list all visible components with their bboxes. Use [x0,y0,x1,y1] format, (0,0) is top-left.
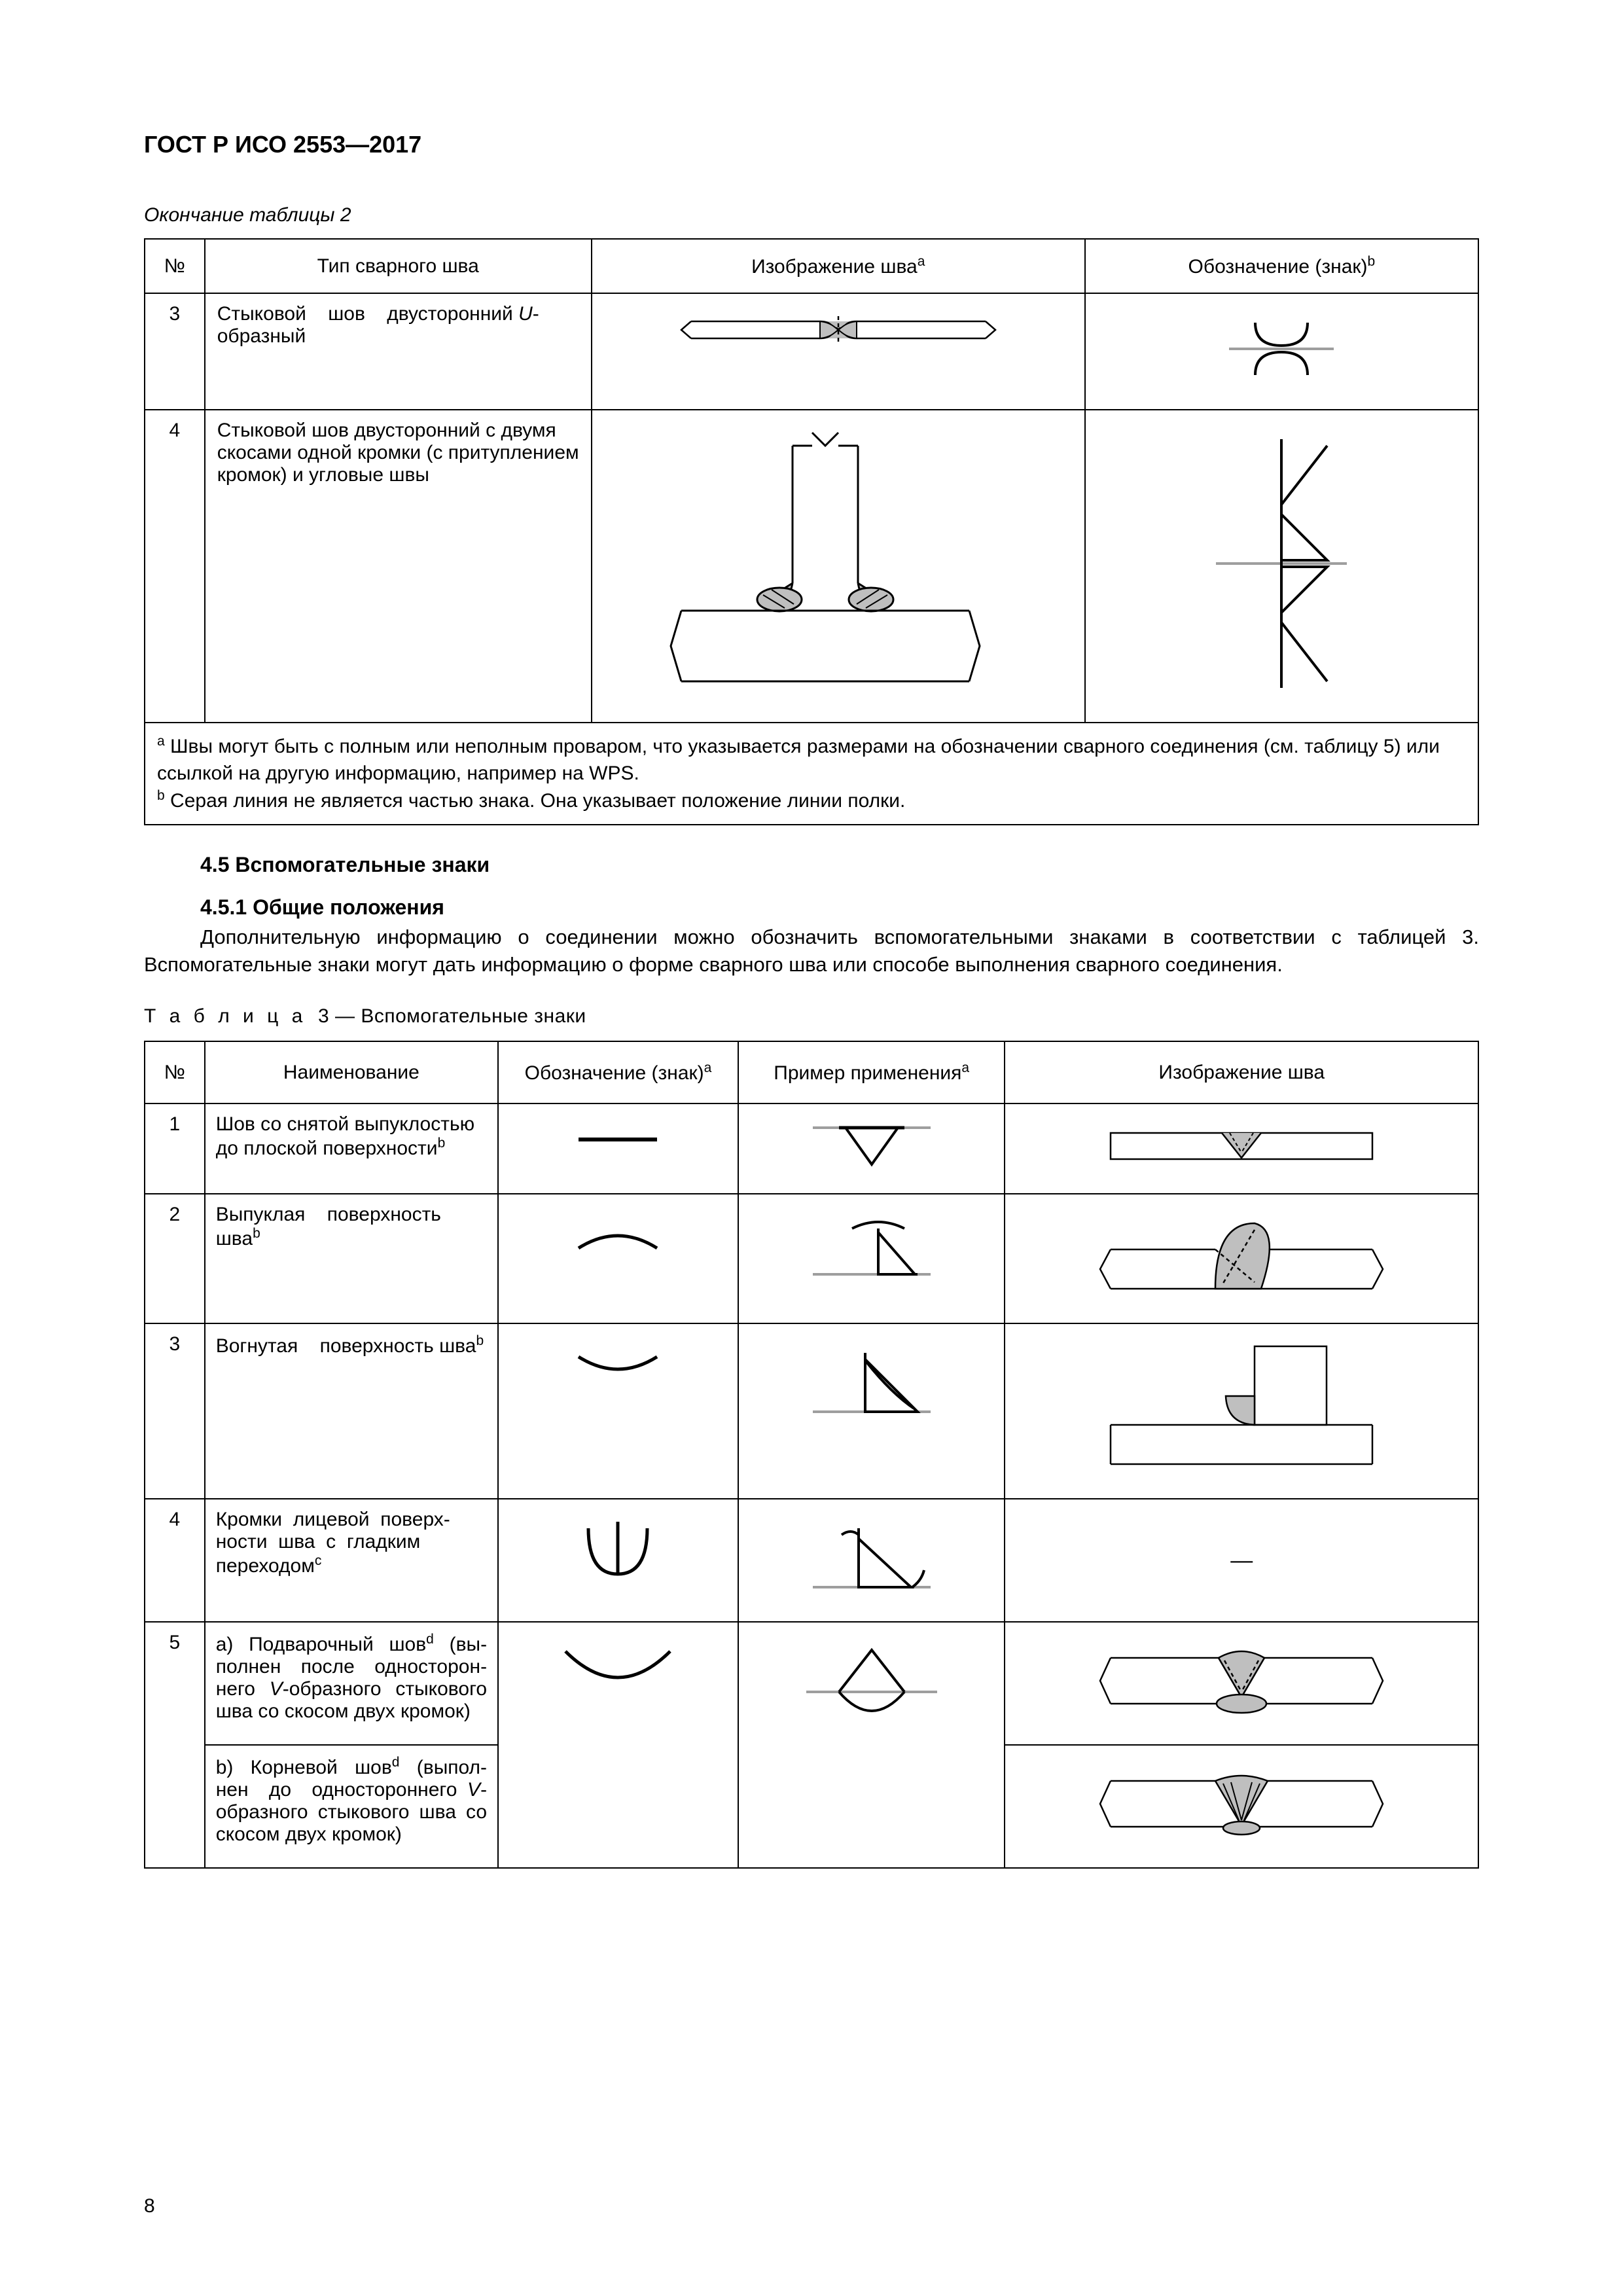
cell-example [738,1103,1005,1194]
cell-name: Вогнутая поверхность шваb [205,1323,498,1499]
cell-no: 3 [145,1323,205,1499]
table-row: 3 Стыковой шов двусторонний U-образный [145,293,1478,410]
cell-no: 2 [145,1194,205,1323]
weld-symbol-row4 [1196,420,1366,708]
table-row: 2 Выпуклая поверхность шваb [145,1194,1478,1323]
supp-symbol-backing [546,1632,690,1710]
supp-example-concave [793,1333,950,1431]
cell-image [1005,1323,1478,1499]
cell-example [738,1622,1005,1868]
th-image: Изображение шва [1005,1041,1478,1103]
cell-symbol [498,1499,738,1622]
supp-example-backing [793,1632,950,1743]
th-image: Изображение шваa [592,239,1085,293]
table-row: 4 Кромки лицевой поверх­ности шва с глад… [145,1499,1478,1622]
cell-image: — [1005,1499,1478,1622]
supp-image-concave [1084,1333,1399,1484]
supp-example-flat [793,1113,950,1172]
cell-example [738,1194,1005,1323]
table-3: № Наименование Обозначение (знак)a Приме… [144,1041,1479,1869]
cell-name: Кромки лицевой поверх­ности шва с гладки… [205,1499,498,1622]
weld-image-row3 [668,303,1008,395]
cell-no: 4 [145,410,205,723]
supp-symbol-concave [552,1333,683,1399]
supp-symbol-convex [552,1204,683,1269]
cell-example [738,1323,1005,1499]
cell-no: 3 [145,293,205,410]
supp-symbol-toes [552,1509,683,1600]
cell-symbol [498,1622,738,1868]
cell-example [738,1499,1005,1622]
supp-image-5a [1084,1632,1399,1730]
table-2-footnote-row: a Швы могут быть с полным или неполным п… [145,723,1478,825]
cell-symbol [1085,410,1478,723]
table-2-footnotes: a Швы могут быть с полным или неполным п… [145,723,1478,825]
table-row: 3 Вогнутая поверхность шваb [145,1323,1478,1499]
cell-image [1005,1194,1478,1323]
page-number: 8 [144,2195,155,2217]
th-symbol: Обозначение (знак)a [498,1041,738,1103]
th-symbol: Обозначение (знак)b [1085,239,1478,293]
cell-no: 1 [145,1103,205,1194]
cell-name-5b: b) Корневой шовd (выпол­нен до односторо… [205,1745,498,1868]
cell-no: 5 [145,1622,205,1868]
cell-image [592,293,1085,410]
cell-no: 4 [145,1499,205,1622]
table-3-header-row: № Наименование Обозначение (знак)a Приме… [145,1041,1478,1103]
table-2-header-row: № Тип сварного шва Изображение шваa Обоз… [145,239,1478,293]
heading-4-5: 4.5 Вспомогательные знаки [200,853,1479,877]
para-4-5-1: Дополнительную информацию о соединении м… [144,924,1479,980]
table-row: 5 a) Подварочный шовd (вы­полнен после о… [145,1622,1478,1745]
cell-image-5b [1005,1745,1478,1868]
th-no: № [145,239,205,293]
cell-symbol [498,1103,738,1194]
supp-image-5b [1084,1755,1399,1853]
supp-image-flat [1084,1113,1399,1179]
cell-symbol [498,1323,738,1499]
cell-name-5a: a) Подварочный шовd (вы­полнен после одн… [205,1622,498,1745]
table2-continuation-label: Окончание таблицы 2 [144,204,1479,226]
supp-symbol-flat [552,1113,683,1166]
th-type: Тип сварного шва [205,239,592,293]
table-3-caption: Т а б л и ц а 3 — Вспомогательные знаки [144,1005,1479,1028]
cell-image [592,410,1085,723]
heading-4-5-1: 4.5.1 Общие положения [200,895,1479,920]
cell-type: Стыковой шов двусторонний U-образный [205,293,592,410]
table-row: 1 Шов со снятой выпуклостью до плоской п… [145,1103,1478,1194]
cell-symbol [1085,293,1478,410]
cell-symbol [498,1194,738,1323]
cell-image-5a [1005,1622,1478,1745]
cell-image [1005,1103,1478,1194]
weld-symbol-row3 [1203,303,1360,395]
supp-example-convex [793,1204,950,1295]
th-example: Пример примененияa [738,1041,1005,1103]
cell-name: Выпуклая поверхность шваb [205,1194,498,1323]
document-id: ГОСТ Р ИСО 2553—2017 [144,131,1479,158]
table-2: № Тип сварного шва Изображение шваa Обоз… [144,238,1479,825]
th-name: Наименование [205,1041,498,1103]
cell-name: Шов со снятой выпуклостью до плоской пов… [205,1103,498,1194]
th-no: № [145,1041,205,1103]
table-row: 4 Стыковой шов двусторонний с двумя скос… [145,410,1478,723]
supp-image-convex [1084,1204,1399,1308]
cell-type: Стыковой шов двусторонний с двумя скосам… [205,410,592,723]
supp-example-toes [793,1509,950,1607]
weld-image-row4 [655,420,1022,708]
